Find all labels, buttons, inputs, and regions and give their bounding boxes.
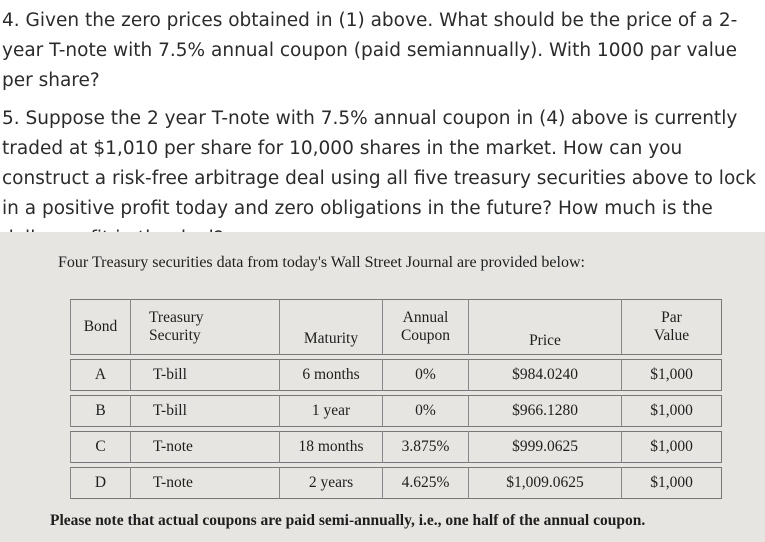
cell-bond: D: [70, 467, 130, 499]
header-par-line1: Par: [661, 309, 682, 326]
cell-maturity: 2 years: [279, 467, 382, 499]
header-security-line1: Treasury: [149, 309, 204, 326]
table-row: C T-note 18 months 3.875% $999.0625 $1,0…: [70, 431, 722, 463]
cell-price: $966.1280: [468, 395, 621, 427]
cell-price: $1,009.0625: [468, 467, 621, 499]
cell-bond: A: [70, 359, 130, 391]
cell-security: T-note: [130, 467, 279, 499]
cell-price: $984.0240: [468, 359, 621, 391]
table-row: B T-bill 1 year 0% $966.1280 $1,000: [70, 395, 722, 427]
header-maturity-label: Maturity: [303, 330, 359, 347]
question-5: 5. Suppose the 2 year T-note with 7.5% a…: [2, 108, 757, 249]
cell-price: $999.0625: [468, 431, 621, 463]
cell-coupon: 0%: [382, 359, 468, 391]
cell-security: T-bill: [130, 395, 279, 427]
header-security: Treasury Security: [130, 299, 279, 355]
cell-coupon: 3.875%: [382, 431, 468, 463]
header-security-line2: Security: [149, 327, 201, 344]
table-header-row: Bond Treasury Security Maturity Annual C…: [70, 299, 722, 355]
cell-par: $1,000: [621, 395, 722, 427]
treasury-table: Bond Treasury Security Maturity Annual C…: [70, 295, 722, 503]
treasury-data-image: Four Treasury securities data from today…: [0, 232, 765, 542]
cell-maturity: 1 year: [279, 395, 382, 427]
table-intro: Four Treasury securities data from today…: [58, 254, 585, 271]
cell-par: $1,000: [621, 431, 722, 463]
header-par: Par Value: [621, 299, 722, 355]
header-maturity: Maturity: [279, 299, 382, 355]
cell-par: $1,000: [621, 359, 722, 391]
header-price: Price: [468, 299, 621, 355]
cell-bond: C: [70, 431, 130, 463]
header-price-label: Price: [529, 332, 561, 349]
cell-security: T-bill: [130, 359, 279, 391]
header-coupon-line2: Coupon: [400, 327, 451, 344]
coupon-note: Please note that actual coupons are paid…: [50, 512, 646, 529]
header-par-line2: Value: [653, 327, 690, 344]
cell-maturity: 6 months: [279, 359, 382, 391]
cell-security: T-note: [130, 431, 279, 463]
cell-coupon: 4.625%: [382, 467, 468, 499]
table-row: A T-bill 6 months 0% $984.0240 $1,000: [70, 359, 722, 391]
cell-bond: B: [70, 395, 130, 427]
question-4: 4. Given the zero prices obtained in (1)…: [2, 10, 738, 91]
cell-maturity: 18 months: [279, 431, 382, 463]
header-bond: Bond: [70, 299, 130, 355]
table-row: D T-note 2 years 4.625% $1,009.0625 $1,0…: [70, 467, 722, 499]
header-coupon-line1: Annual: [402, 309, 449, 326]
cell-coupon: 0%: [382, 395, 468, 427]
header-coupon: Annual Coupon: [382, 299, 468, 355]
cell-par: $1,000: [621, 467, 722, 499]
